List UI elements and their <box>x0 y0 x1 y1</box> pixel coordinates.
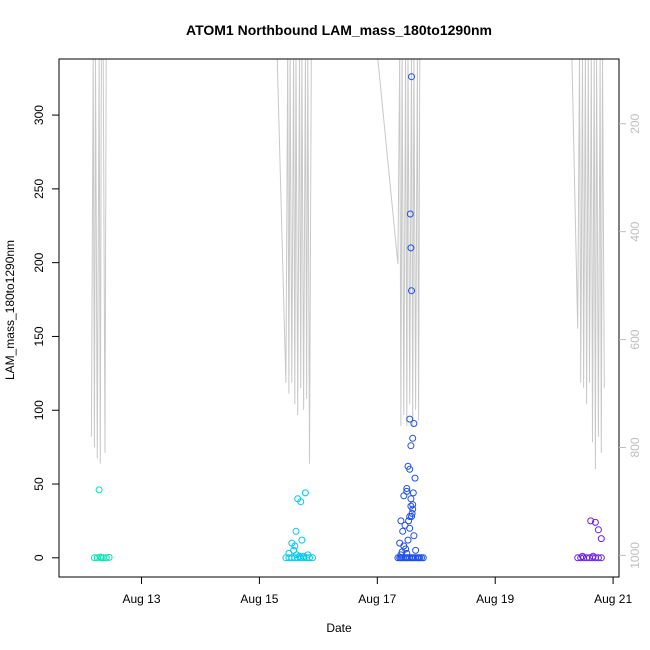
data-point <box>400 492 408 500</box>
data-point <box>397 517 405 525</box>
data-point <box>407 502 415 510</box>
y2-axis: 200 400 600 800 1000 <box>619 113 642 569</box>
data-point <box>409 489 417 497</box>
y-tick-label: 150 <box>32 326 46 346</box>
x-axis-label: Date <box>326 621 352 635</box>
data-point <box>396 539 404 547</box>
data-point <box>402 545 410 553</box>
data-point <box>300 552 308 560</box>
y-tick-label: 200 <box>32 252 46 272</box>
data-point <box>410 532 418 540</box>
data-point <box>304 551 312 559</box>
y2-tick-label: 200 <box>628 113 642 133</box>
data-point <box>408 287 415 295</box>
data-point <box>399 527 407 535</box>
y-tick-label: 0 <box>32 554 46 561</box>
data-point <box>409 434 417 442</box>
data-point <box>105 553 113 561</box>
data-point <box>406 415 414 423</box>
y-tick-label: 50 <box>32 477 46 491</box>
y2-tick-label: 1000 <box>628 542 642 569</box>
data-point <box>597 535 605 543</box>
data-point <box>296 552 303 560</box>
data-point <box>407 495 415 503</box>
data-point <box>411 474 419 482</box>
x-axis: Aug 13 Aug 15 Aug 17 Aug 19 Aug 21 <box>123 577 632 606</box>
data-point <box>412 546 420 554</box>
altitude-line <box>90 59 605 470</box>
data-point <box>404 536 412 544</box>
data-point <box>297 498 305 506</box>
chart-title: ATOM1 Northbound LAM_mass_180to1290nm <box>186 22 492 38</box>
data-point <box>591 518 599 526</box>
data-point <box>403 485 411 492</box>
data-point <box>102 554 110 562</box>
altitude-line-layer <box>90 59 605 470</box>
y-axis-label: LAM_mass_180to1290nm <box>3 240 17 380</box>
data-points-layer <box>90 73 605 562</box>
data-point <box>409 501 417 509</box>
data-point <box>403 549 411 557</box>
plot-frame <box>58 58 620 578</box>
data-point <box>407 244 415 252</box>
data-point <box>405 517 413 525</box>
y-tick-label: 250 <box>32 179 46 199</box>
data-point <box>594 526 602 534</box>
x-tick-label: Aug 17 <box>358 592 396 606</box>
data-point <box>408 510 416 517</box>
x-tick-label: Aug 13 <box>123 592 161 606</box>
data-point <box>406 210 414 218</box>
data-point <box>407 442 415 450</box>
x-tick-label: Aug 19 <box>476 592 514 606</box>
data-point <box>97 554 105 562</box>
x-tick-label: Aug 21 <box>594 592 632 606</box>
data-point <box>589 552 597 560</box>
data-point <box>95 486 103 494</box>
data-point <box>301 489 309 497</box>
data-point <box>419 554 427 562</box>
data-point <box>292 527 300 535</box>
data-point <box>587 517 595 525</box>
y-tick-label: 300 <box>32 105 46 125</box>
y-axis: 0 50 100 150 200 250 300 <box>32 105 59 561</box>
data-point <box>579 552 586 560</box>
data-point <box>408 73 415 81</box>
data-point <box>597 554 605 562</box>
y2-tick-label: 800 <box>628 437 642 457</box>
data-point <box>291 542 299 550</box>
y-tick-label: 100 <box>32 400 46 420</box>
y2-tick-label: 600 <box>628 329 642 349</box>
data-point <box>298 536 306 544</box>
data-point <box>410 420 418 427</box>
data-point <box>406 465 414 473</box>
y2-tick-label: 400 <box>628 221 642 241</box>
data-point <box>403 487 411 495</box>
data-point <box>401 521 409 529</box>
x-tick-label: Aug 15 <box>240 592 278 606</box>
